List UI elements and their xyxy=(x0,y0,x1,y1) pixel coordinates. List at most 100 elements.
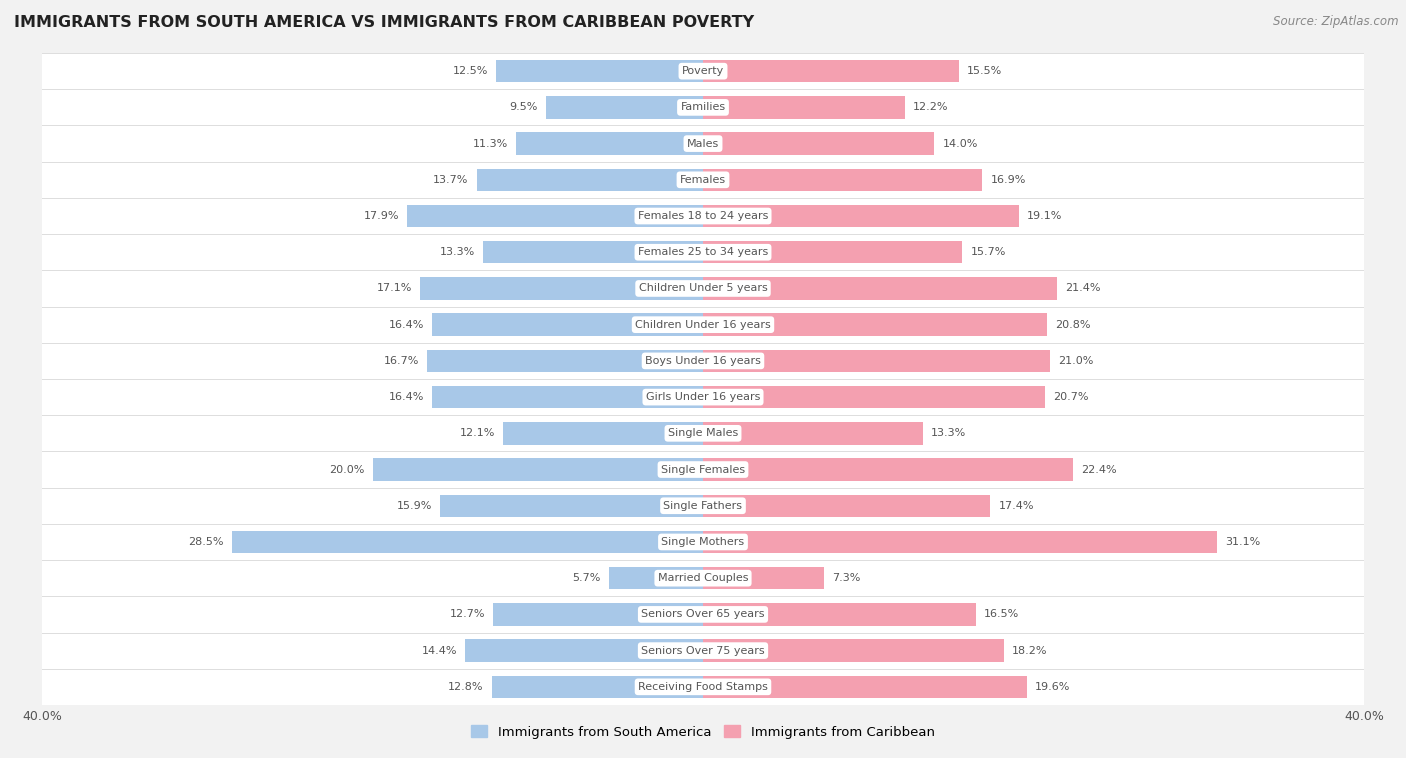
Bar xyxy=(703,675,1026,698)
Text: Males: Males xyxy=(688,139,718,149)
Bar xyxy=(484,241,703,264)
Text: Boys Under 16 years: Boys Under 16 years xyxy=(645,356,761,366)
Bar xyxy=(703,422,922,444)
Bar xyxy=(609,567,703,590)
Bar xyxy=(420,277,703,299)
Bar xyxy=(42,524,1364,560)
Bar xyxy=(703,603,976,625)
Bar xyxy=(42,271,1364,306)
Text: 15.9%: 15.9% xyxy=(396,501,432,511)
Bar xyxy=(703,96,904,118)
Text: 22.4%: 22.4% xyxy=(1081,465,1116,475)
Text: 16.9%: 16.9% xyxy=(990,175,1026,185)
Bar xyxy=(42,343,1364,379)
Bar xyxy=(703,494,990,517)
Bar xyxy=(373,459,703,481)
Bar xyxy=(703,314,1046,336)
Text: 20.7%: 20.7% xyxy=(1053,392,1088,402)
Text: Families: Families xyxy=(681,102,725,112)
Text: 19.6%: 19.6% xyxy=(1035,682,1070,692)
Bar xyxy=(703,241,962,264)
Text: 16.5%: 16.5% xyxy=(984,609,1019,619)
Text: 20.0%: 20.0% xyxy=(329,465,364,475)
Text: Seniors Over 65 years: Seniors Over 65 years xyxy=(641,609,765,619)
Bar xyxy=(42,53,1364,89)
Bar xyxy=(42,452,1364,487)
Bar xyxy=(42,161,1364,198)
Bar xyxy=(546,96,703,118)
Bar xyxy=(703,205,1018,227)
Bar xyxy=(496,60,703,83)
Bar xyxy=(42,632,1364,669)
Bar xyxy=(492,675,703,698)
Text: 16.4%: 16.4% xyxy=(388,392,423,402)
Bar xyxy=(703,60,959,83)
Bar xyxy=(703,168,983,191)
Text: Single Females: Single Females xyxy=(661,465,745,475)
Text: 13.3%: 13.3% xyxy=(931,428,966,438)
Bar xyxy=(42,669,1364,705)
Text: 12.5%: 12.5% xyxy=(453,66,488,76)
Bar xyxy=(440,494,703,517)
Text: 7.3%: 7.3% xyxy=(832,573,860,583)
Text: 17.9%: 17.9% xyxy=(364,211,399,221)
Bar xyxy=(42,415,1364,452)
Bar xyxy=(42,597,1364,632)
Text: 28.5%: 28.5% xyxy=(188,537,224,547)
Text: 31.1%: 31.1% xyxy=(1225,537,1260,547)
Bar xyxy=(465,640,703,662)
Text: 12.8%: 12.8% xyxy=(447,682,484,692)
Bar xyxy=(432,314,703,336)
Text: 12.1%: 12.1% xyxy=(460,428,495,438)
Bar xyxy=(42,234,1364,271)
Bar xyxy=(42,379,1364,415)
Bar xyxy=(703,531,1216,553)
Text: 15.7%: 15.7% xyxy=(970,247,1007,257)
Text: 18.2%: 18.2% xyxy=(1012,646,1047,656)
Text: Females 18 to 24 years: Females 18 to 24 years xyxy=(638,211,768,221)
Text: Seniors Over 75 years: Seniors Over 75 years xyxy=(641,646,765,656)
Text: Source: ZipAtlas.com: Source: ZipAtlas.com xyxy=(1274,15,1399,28)
Bar xyxy=(703,567,824,590)
Text: 17.4%: 17.4% xyxy=(998,501,1035,511)
Text: 21.4%: 21.4% xyxy=(1064,283,1101,293)
Bar xyxy=(408,205,703,227)
Text: 16.7%: 16.7% xyxy=(384,356,419,366)
Legend: Immigrants from South America, Immigrants from Caribbean: Immigrants from South America, Immigrant… xyxy=(465,720,941,744)
Text: 12.2%: 12.2% xyxy=(912,102,948,112)
Text: 15.5%: 15.5% xyxy=(967,66,1002,76)
Text: Single Mothers: Single Mothers xyxy=(661,537,745,547)
Text: Females: Females xyxy=(681,175,725,185)
Bar xyxy=(42,89,1364,126)
Text: 13.7%: 13.7% xyxy=(433,175,468,185)
Text: 13.3%: 13.3% xyxy=(440,247,475,257)
Text: Single Males: Single Males xyxy=(668,428,738,438)
Text: Married Couples: Married Couples xyxy=(658,573,748,583)
Text: Receiving Food Stamps: Receiving Food Stamps xyxy=(638,682,768,692)
Bar xyxy=(42,306,1364,343)
Bar xyxy=(703,277,1056,299)
Text: Children Under 5 years: Children Under 5 years xyxy=(638,283,768,293)
Text: 14.0%: 14.0% xyxy=(942,139,979,149)
Bar xyxy=(232,531,703,553)
Text: Females 25 to 34 years: Females 25 to 34 years xyxy=(638,247,768,257)
Bar xyxy=(432,386,703,409)
Bar xyxy=(494,603,703,625)
Bar xyxy=(477,168,703,191)
Bar xyxy=(703,459,1073,481)
Bar xyxy=(703,640,1004,662)
Text: 9.5%: 9.5% xyxy=(509,102,537,112)
Text: 12.7%: 12.7% xyxy=(450,609,485,619)
Text: Single Fathers: Single Fathers xyxy=(664,501,742,511)
Bar xyxy=(42,560,1364,597)
Text: 19.1%: 19.1% xyxy=(1026,211,1062,221)
Bar xyxy=(516,133,703,155)
Bar xyxy=(703,133,934,155)
Text: 16.4%: 16.4% xyxy=(388,320,423,330)
Text: 14.4%: 14.4% xyxy=(422,646,457,656)
Bar xyxy=(427,349,703,372)
Text: Girls Under 16 years: Girls Under 16 years xyxy=(645,392,761,402)
Text: 20.8%: 20.8% xyxy=(1054,320,1091,330)
Bar xyxy=(42,487,1364,524)
Text: Poverty: Poverty xyxy=(682,66,724,76)
